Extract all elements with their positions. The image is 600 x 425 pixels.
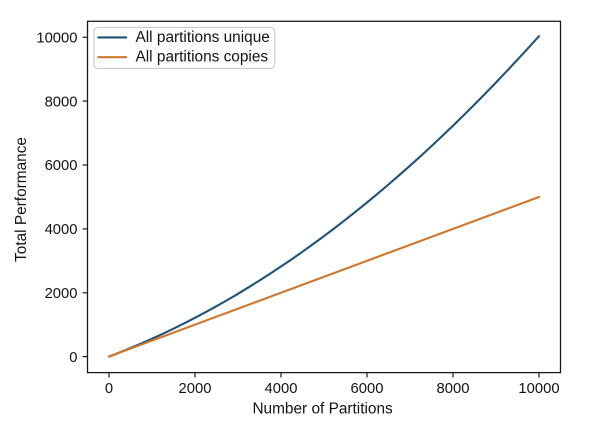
svg-text:2000: 2000	[179, 381, 212, 397]
svg-text:8000: 8000	[45, 94, 78, 110]
svg-text:Total Performance: Total Performance	[13, 137, 30, 262]
svg-text:6000: 6000	[45, 158, 78, 174]
svg-text:Number of Partitions: Number of Partitions	[252, 400, 393, 417]
svg-text:0: 0	[69, 350, 77, 366]
svg-text:All partitions copies: All partitions copies	[136, 49, 269, 66]
svg-text:4000: 4000	[265, 381, 298, 397]
svg-text:6000: 6000	[351, 381, 384, 397]
svg-text:10000: 10000	[36, 31, 77, 47]
svg-text:4000: 4000	[45, 222, 78, 238]
svg-text:10000: 10000	[518, 381, 559, 397]
svg-text:All partitions unique: All partitions unique	[136, 29, 270, 46]
svg-text:0: 0	[105, 381, 113, 397]
svg-text:8000: 8000	[437, 381, 470, 397]
svg-text:2000: 2000	[45, 286, 78, 302]
